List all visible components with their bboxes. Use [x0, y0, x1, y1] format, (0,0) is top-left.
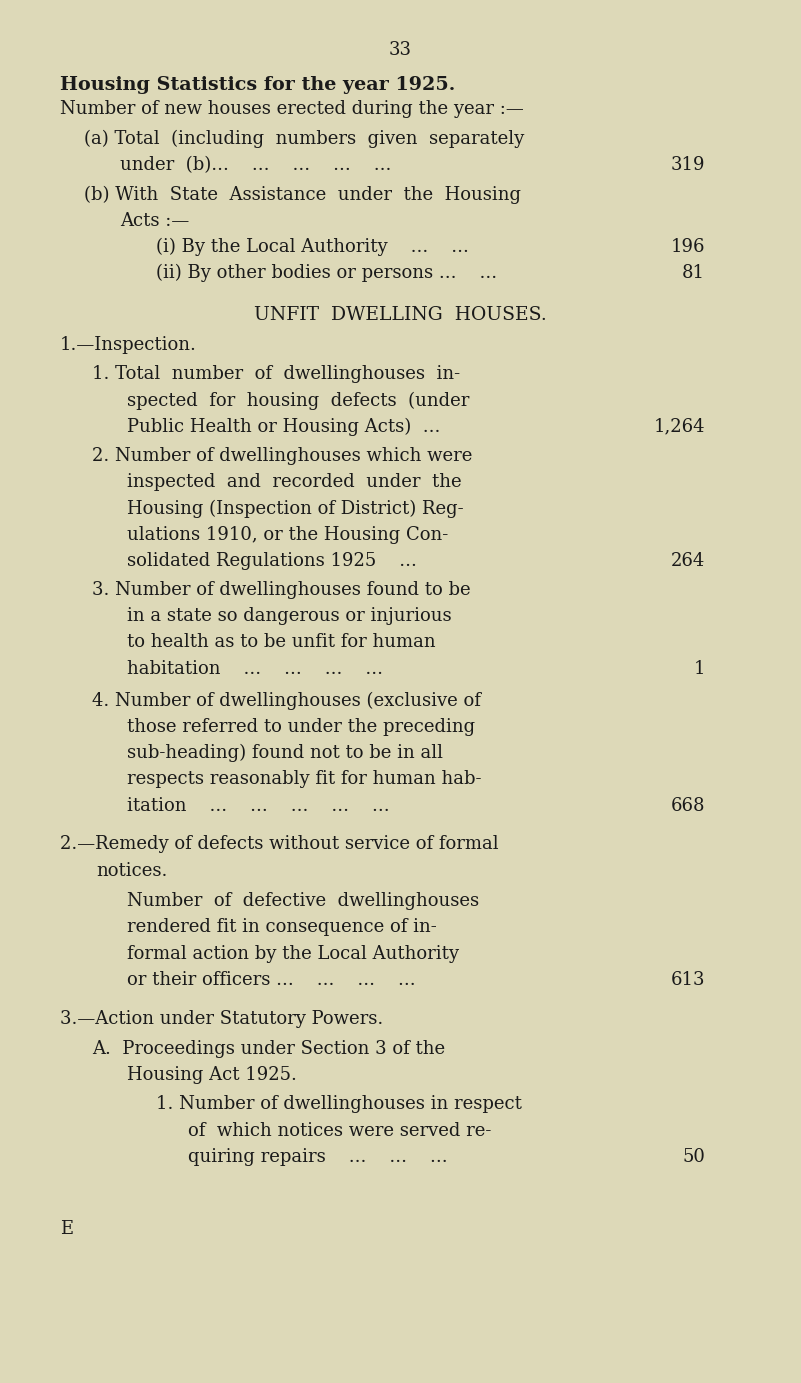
Text: Housing (Inspection of District) Reg-: Housing (Inspection of District) Reg- [127, 499, 463, 517]
Text: 3. Number of dwellinghouses found to be: 3. Number of dwellinghouses found to be [92, 581, 471, 599]
Text: Number of new houses erected during the year :—: Number of new houses erected during the … [60, 100, 524, 118]
Text: 3.—Action under Statutory Powers.: 3.—Action under Statutory Powers. [60, 1010, 384, 1028]
Text: A.  Proceedings under Section 3 of the: A. Proceedings under Section 3 of the [92, 1040, 445, 1058]
Text: ulations 1910, or the Housing Con-: ulations 1910, or the Housing Con- [127, 526, 448, 544]
Text: Acts :—: Acts :— [120, 212, 189, 230]
Text: (i) By the Local Authority    ...    ...: (i) By the Local Authority ... ... [156, 238, 469, 256]
Text: E: E [60, 1220, 73, 1238]
Text: in a state so dangerous or injurious: in a state so dangerous or injurious [127, 607, 451, 625]
Text: 613: 613 [670, 971, 705, 989]
Text: those referred to under the preceding: those referred to under the preceding [127, 718, 475, 736]
Text: rendered fit in consequence of in-: rendered fit in consequence of in- [127, 918, 437, 936]
Text: 668: 668 [670, 797, 705, 815]
Text: 1: 1 [694, 660, 705, 678]
Text: 81: 81 [682, 264, 705, 282]
Text: 1,264: 1,264 [654, 418, 705, 436]
Text: 1.—Inspection.: 1.—Inspection. [60, 336, 197, 354]
Text: sub-heading) found not to be in all: sub-heading) found not to be in all [127, 744, 443, 762]
Text: spected  for  housing  defects  (under: spected for housing defects (under [127, 391, 469, 409]
Text: UNFIT  DWELLING  HOUSES.: UNFIT DWELLING HOUSES. [254, 306, 547, 324]
Text: inspected  and  recorded  under  the: inspected and recorded under the [127, 473, 461, 491]
Text: 1. Total  number  of  dwellinghouses  in-: 1. Total number of dwellinghouses in- [92, 365, 461, 383]
Text: quiring repairs    ...    ...    ...: quiring repairs ... ... ... [188, 1148, 448, 1166]
Text: (a) Total  (including  numbers  given  separately: (a) Total (including numbers given separ… [84, 130, 525, 148]
Text: 2. Number of dwellinghouses which were: 2. Number of dwellinghouses which were [92, 447, 473, 465]
Text: under  (b)...    ...    ...    ...    ...: under (b)... ... ... ... ... [120, 156, 392, 174]
Text: of  which notices were served re-: of which notices were served re- [188, 1122, 492, 1140]
Text: 33: 33 [389, 41, 412, 59]
Text: Number  of  defective  dwellinghouses: Number of defective dwellinghouses [127, 892, 479, 910]
Text: 264: 264 [670, 552, 705, 570]
Text: Public Health or Housing Acts)  ...: Public Health or Housing Acts) ... [127, 418, 440, 436]
Text: or their officers ...    ...    ...    ...: or their officers ... ... ... ... [127, 971, 415, 989]
Text: 2.—Remedy of defects without service of formal: 2.—Remedy of defects without service of … [60, 835, 499, 853]
Text: (ii) By other bodies or persons ...    ...: (ii) By other bodies or persons ... ... [156, 264, 497, 282]
Text: 50: 50 [682, 1148, 705, 1166]
Text: habitation    ...    ...    ...    ...: habitation ... ... ... ... [127, 660, 383, 678]
Text: formal action by the Local Authority: formal action by the Local Authority [127, 945, 458, 963]
Text: notices.: notices. [96, 862, 167, 880]
Text: respects reasonably fit for human hab-: respects reasonably fit for human hab- [127, 770, 481, 788]
Text: 1. Number of dwellinghouses in respect: 1. Number of dwellinghouses in respect [156, 1095, 522, 1113]
Text: 319: 319 [670, 156, 705, 174]
Text: solidated Regulations 1925    ...: solidated Regulations 1925 ... [127, 552, 417, 570]
Text: 196: 196 [670, 238, 705, 256]
Text: itation    ...    ...    ...    ...    ...: itation ... ... ... ... ... [127, 797, 389, 815]
Text: (b) With  State  Assistance  under  the  Housing: (b) With State Assistance under the Hous… [84, 185, 521, 203]
Text: 4. Number of dwellinghouses (exclusive of: 4. Number of dwellinghouses (exclusive o… [92, 692, 481, 709]
Text: Housing Statistics for the year 1925.: Housing Statistics for the year 1925. [60, 76, 455, 94]
Text: Housing Act 1925.: Housing Act 1925. [127, 1066, 296, 1084]
Text: to health as to be unfit for human: to health as to be unfit for human [127, 633, 435, 651]
